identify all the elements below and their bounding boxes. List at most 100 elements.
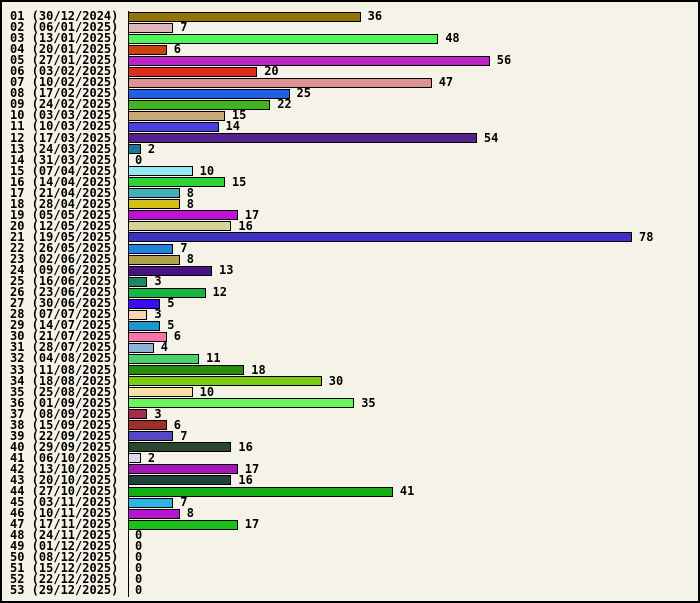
week-label: 13 (24/03/2025) — [10, 141, 119, 156]
bar-area: 8 — [128, 253, 698, 265]
bar-area: 48 — [128, 31, 698, 46]
chart-row: 22 (26/05/2025) 7 — [10, 241, 698, 255]
bar-area: 0 — [128, 154, 698, 166]
chart-row: 47 (17/11/2025) 17 — [10, 518, 698, 530]
week-label: 03 (13/01/2025) — [10, 31, 119, 46]
week-label: 10 (03/03/2025) — [10, 108, 119, 123]
chart-row: 19 (05/05/2025) 17 — [10, 209, 698, 221]
bar — [128, 464, 238, 475]
bar-area: 11 — [128, 351, 698, 366]
week-label: 41 (06/10/2025) — [10, 450, 119, 465]
value-label: 10 — [199, 163, 215, 178]
bar-area: 18 — [128, 362, 698, 377]
chart-row: 23 (02/06/2025) 8 — [10, 252, 698, 267]
value-label: 18 — [251, 362, 266, 377]
week-label: 52 (22/12/2025) — [10, 572, 119, 587]
chart-row: 03 (13/01/2025) 48 — [10, 31, 698, 46]
bar — [128, 177, 225, 188]
chart-row: 48 (24/11/2025) 0 — [10, 529, 698, 541]
value-label: 10 — [199, 384, 215, 399]
bar — [128, 210, 238, 221]
chart-row: 36 (01/09/2025) 35 — [10, 397, 698, 409]
bar-area: 56 — [128, 54, 698, 66]
chart-row: 52 (22/12/2025) 0 — [10, 572, 698, 587]
bar-area: 7 — [128, 430, 698, 442]
bar-area: 47 — [128, 76, 698, 88]
bar — [128, 232, 632, 243]
bar — [128, 221, 232, 232]
value-label: 0 — [135, 561, 143, 576]
week-label: 31 (28/07/2025) — [10, 340, 119, 355]
week-label: 27 (30/06/2025) — [10, 296, 119, 311]
chart-row: 27 (30/06/2025) 5 — [10, 296, 698, 311]
bar — [128, 44, 167, 55]
bar-area: 15 — [128, 108, 698, 123]
bar-area: 54 — [128, 132, 698, 144]
week-label: 09 (24/02/2025) — [10, 97, 119, 112]
bar-area: 3 — [128, 275, 698, 287]
value-label: 2 — [147, 450, 156, 465]
bar — [128, 387, 193, 398]
bar-area: 2 — [128, 143, 698, 155]
bar-area: 78 — [128, 231, 698, 243]
week-label: 29 (14/07/2025) — [10, 318, 119, 333]
bar — [128, 409, 148, 420]
bar-area: 4 — [128, 341, 698, 353]
value-label: 25 — [296, 86, 311, 101]
bar — [128, 265, 212, 276]
week-label: 51 (15/12/2025) — [10, 561, 119, 576]
value-label: 11 — [206, 351, 221, 366]
week-label: 05 (27/01/2025) — [10, 53, 119, 68]
value-label: 22 — [277, 97, 292, 112]
bar — [128, 365, 245, 376]
value-label: 15 — [231, 174, 247, 189]
value-label: 16 — [238, 218, 253, 233]
bar-area: 0 — [128, 583, 698, 598]
bar-area: 8 — [128, 196, 698, 211]
bar-area: 0 — [128, 561, 698, 576]
bar — [128, 88, 290, 99]
bar-area: 30 — [128, 375, 698, 387]
chart-row: 46 (10/11/2025) 8 — [10, 507, 698, 519]
value-label: 0 — [135, 583, 143, 598]
bar — [128, 276, 148, 287]
week-label: 23 (02/06/2025) — [10, 252, 119, 267]
chart-rows: 01 (30/12/2024) 36 02 (06/01/2025) 7 03 (13/… — [10, 10, 698, 598]
chart-row: 33 (11/08/2025) 18 — [10, 362, 698, 377]
chart-row: 16 (14/04/2025) 15 — [10, 174, 698, 189]
bar-area: 10 — [128, 384, 698, 399]
bar-area: 41 — [128, 485, 698, 497]
bar-area: 6 — [128, 419, 698, 431]
value-label: 0 — [135, 539, 143, 554]
bar-area: 17 — [128, 518, 698, 530]
bar — [128, 254, 180, 265]
bar-area: 12 — [128, 286, 698, 298]
chart-row: 34 (18/08/2025) 30 — [10, 375, 698, 387]
value-label: 48 — [445, 31, 460, 46]
week-label: 25 (16/06/2025) — [10, 274, 119, 289]
chart-row: 37 (08/09/2025) 3 — [10, 408, 698, 420]
chart-row: 28 (07/07/2025) 3 — [10, 308, 698, 320]
bar-area: 8 — [128, 507, 698, 519]
week-label: 22 (26/05/2025) — [10, 241, 119, 255]
value-label: 8 — [186, 196, 194, 211]
bar-area: 3 — [128, 308, 698, 320]
value-label: 15 — [231, 108, 247, 123]
week-label: 39 (22/09/2025) — [10, 428, 119, 443]
chart-row: 15 (07/04/2025) 10 — [10, 163, 698, 178]
bar — [128, 144, 141, 155]
chart-row: 26 (23/06/2025) 12 — [10, 286, 698, 298]
week-label: 02 (06/01/2025) — [10, 20, 119, 35]
week-label: 35 (25/08/2025) — [10, 384, 119, 399]
bar-area: 20 — [128, 65, 698, 77]
week-label: 06 (03/02/2025) — [10, 64, 119, 79]
week-label: 38 (15/09/2025) — [10, 417, 119, 432]
value-label: 7 — [180, 495, 188, 510]
chart-row: 31 (28/07/2025) 4 — [10, 340, 698, 355]
week-label: 42 (13/10/2025) — [10, 461, 119, 476]
bar-area: 36 — [128, 10, 698, 22]
bar — [128, 353, 200, 364]
bar-area: 14 — [128, 120, 698, 132]
bar — [128, 331, 167, 342]
chart-row: 08 (17/02/2025) 25 — [10, 86, 698, 101]
